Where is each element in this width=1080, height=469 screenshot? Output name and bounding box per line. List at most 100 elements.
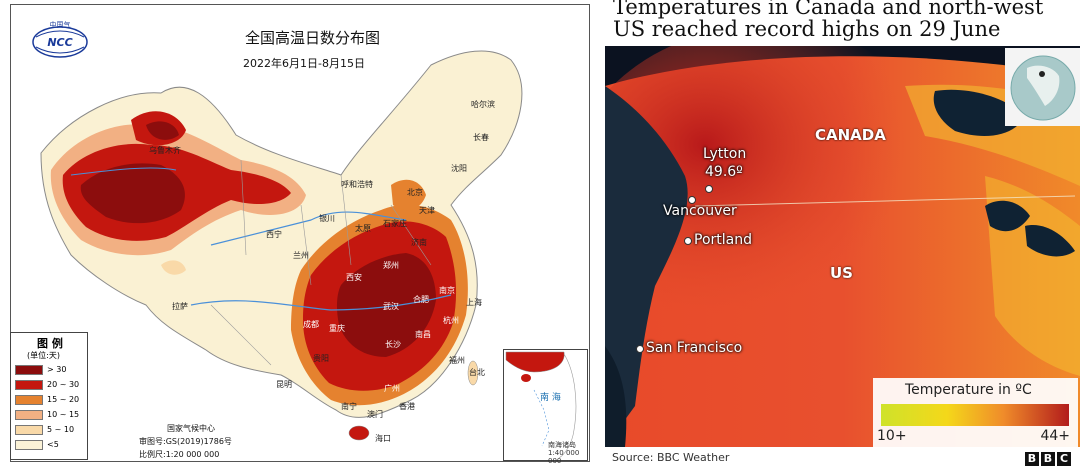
legend-label: <5 [47,440,59,449]
city-label: 乌鲁木齐 [149,146,181,155]
ncc-logo-icon: 中国气 NCC [32,20,88,58]
hot-core [605,46,965,366]
city-label: 重庆 [329,324,345,333]
south-china-sea-inset: 南 海 南海诸岛 1:40 000 000 [503,349,588,465]
marker-portland [684,237,692,245]
heat-zone-south-core [336,253,436,357]
city-label: 哈尔滨 [471,100,495,109]
city-label: 银川 [319,214,335,223]
inset-map-svg [505,351,577,459]
place-label-vancouver: Vancouver [663,203,737,219]
north-america-heat-map-panel: Temperatures in Canada and north-west US… [605,0,1080,469]
city-label: 沈阳 [451,164,467,173]
bbc-logo: B B C [1025,452,1071,466]
scale-label: 比例尺:1:20 000 000 [139,450,220,459]
city-label: 成都 [303,320,319,329]
locator-globe [1005,48,1080,126]
china-map-frame: 中国气 NCC 全国高温日数分布图 2022年6月1日-8月15日 哈尔滨 长春… [10,4,590,465]
city-label: 石家庄 [383,219,407,228]
bbc-logo-letter: B [1041,452,1055,466]
marker-san-francisco [636,345,644,353]
heat-map-area: CANADA US Lytton 49.6º Vancouver Portlan… [605,46,1080,447]
legend-item: 5 ~ 10 [15,425,85,435]
legend-label: 15 ~ 20 [47,395,80,404]
globe-icon [1010,55,1076,121]
temperature-min-label: 10+ [877,428,907,444]
svg-text:中国气: 中国气 [50,20,71,29]
city-label: 兰州 [293,251,309,260]
legend-item: <5 [15,440,85,450]
region-label-canada: CANADA [815,126,886,144]
city-label: 昆明 [276,380,292,389]
city-label: 西安 [346,273,362,282]
legend-swatch [15,425,43,435]
ncc-logo: 中国气 NCC [31,19,89,59]
city-label: 长沙 [385,340,401,349]
inset-sea-label: 南 海 [540,393,561,403]
legend-title: 图 例 [37,337,63,350]
city-label: 长春 [473,133,489,142]
lytton-temperature: 49.6º [705,164,743,180]
source-caption: Source: BBC Weather [612,451,730,464]
legend-label: 10 ~ 15 [47,410,80,419]
legend-swatch [15,440,43,450]
inset-islands-label: 南海诸岛 [548,441,576,449]
city-label: 南京 [439,286,455,295]
legend-unit: (单位:天) [27,351,60,360]
city-label: 郑州 [383,261,399,270]
legend-item: 15 ~ 20 [15,395,85,405]
taiwan-island [467,360,479,386]
city-label: 南昌 [415,330,431,339]
temperature-legend: Temperature in ºC 10+ 44+ [873,378,1078,447]
inset-scale-label: 1:40 000 000 [548,449,580,465]
bbc-logo-letter: C [1057,452,1071,466]
heat-zone-tibet-spot [161,260,186,275]
legend-swatch [15,365,43,375]
city-label: 天津 [419,206,435,215]
great-lakes [985,200,1030,232]
city-label: 合肥 [413,295,429,304]
heat-zone-xinjiang-core [80,163,185,224]
legend-item: > 30 [15,365,85,375]
bbc-logo-letter: B [1025,452,1039,466]
china-map-svg [11,5,589,461]
city-label: 杭州 [443,316,459,325]
temperature-legend-title: Temperature in ºC [905,382,1032,398]
legend-swatch [15,380,43,390]
river-yellow [210,211,407,246]
heat-map-svg [605,46,1080,447]
city-label: 西宁 [266,230,282,239]
hainan-island [348,425,370,441]
china-map-legend: 图 例 (单位:天) > 30 20 ~ 30 15 ~ 20 10 ~ 15 … [10,332,88,460]
province-lines [210,159,432,366]
city-label: 北京 [407,188,423,197]
city-label: 台北 [469,368,485,377]
city-label: 上海 [466,298,482,307]
legend-swatch [15,410,43,420]
china-map-title: 全国高温日数分布图 [245,29,381,47]
city-label: 贵阳 [313,354,329,363]
legend-label: 5 ~ 10 [47,425,75,434]
river-yangtze [190,294,452,311]
issuer-label: 国家气候中心 [167,424,215,433]
legend-label: > 30 [47,365,67,374]
city-label: 香港 [399,402,415,411]
marker-vancouver [688,196,696,204]
region-label-us: US [830,264,853,282]
great-lakes-2 [1025,225,1075,257]
heat-zone-junggar-core [146,121,179,140]
china-heat-map-panel: 中国气 NCC 全国高温日数分布图 2022年6月1日-8月15日 哈尔滨 长春… [10,4,590,465]
ocean-strip [605,346,627,447]
review-number-label: 审图号:GS(2019)1786号 [139,437,232,446]
hudson-bay [933,89,1025,136]
china-map-date-range: 2022年6月1日-8月15日 [243,57,365,70]
city-label: 广州 [384,384,400,393]
svg-text:NCC: NCC [47,36,72,49]
place-label-san-francisco: San Francisco [646,340,743,356]
city-label: 济南 [411,238,427,247]
map-headline: Temperatures in Canada and north-west US… [613,0,1044,41]
temperature-gradient-bar [881,404,1069,426]
place-label-lytton: Lytton [703,146,747,162]
heat-zone-north [391,179,426,211]
city-label: 澳门 [367,410,383,419]
